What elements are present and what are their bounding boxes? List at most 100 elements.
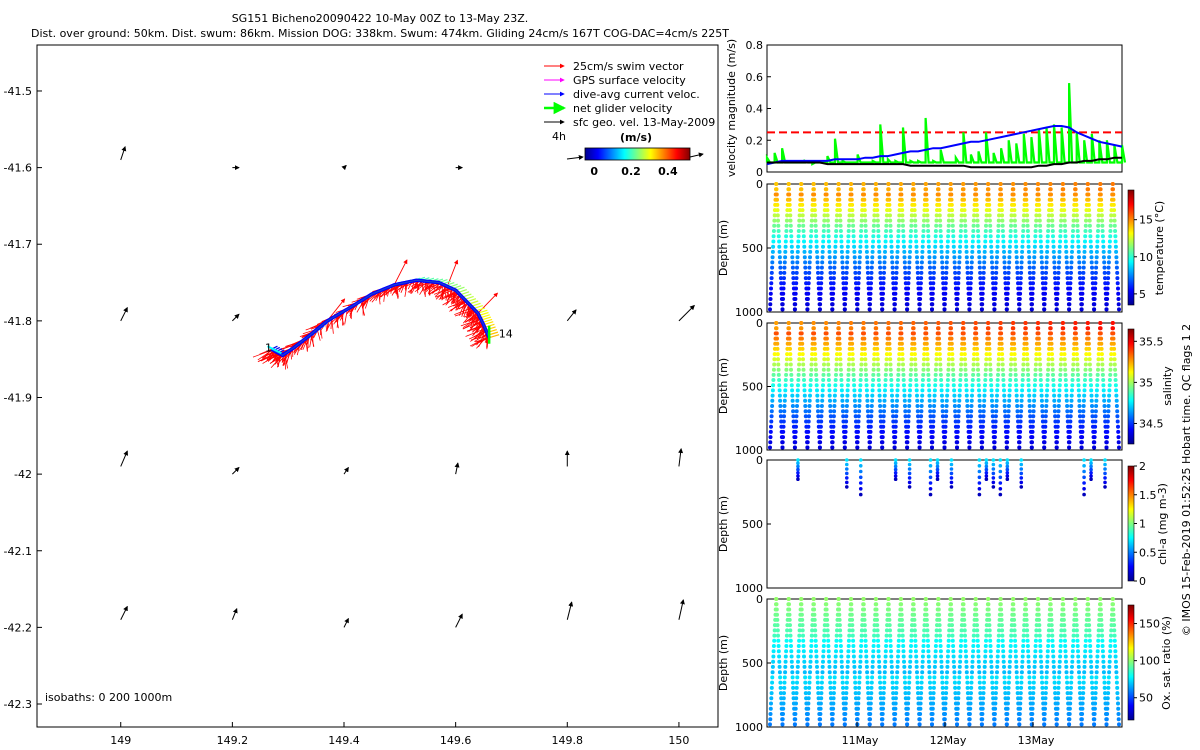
profile-point	[801, 357, 805, 362]
profile-point	[1089, 388, 1094, 393]
profile-point	[1011, 321, 1016, 325]
profile-point	[833, 244, 838, 249]
profile-point	[1060, 321, 1065, 325]
chl-point	[991, 476, 996, 480]
profile-point	[791, 414, 796, 419]
geo-vector	[343, 466, 349, 475]
profile-point	[907, 398, 912, 403]
profile-point	[940, 680, 945, 685]
profile-point	[983, 649, 988, 654]
profile-point	[908, 249, 912, 254]
profile-point	[840, 404, 845, 408]
profile-point	[986, 602, 991, 607]
profile-point	[1093, 685, 1098, 690]
profile-point	[892, 445, 897, 450]
profile-point	[958, 383, 963, 388]
profile-point	[1093, 409, 1098, 414]
profile-point	[1075, 218, 1080, 223]
profile-point	[1032, 249, 1037, 254]
chl-point	[935, 461, 940, 466]
profile-point	[884, 633, 889, 638]
profile-point	[824, 612, 829, 617]
profile-point	[793, 717, 798, 722]
profile-point	[886, 326, 891, 331]
profile-point	[819, 696, 824, 701]
profile-point	[994, 685, 999, 690]
profile-point	[1106, 409, 1111, 414]
cbar-tick-label: 100	[1139, 655, 1160, 668]
profile-point	[1059, 628, 1064, 633]
profile-point	[859, 223, 864, 228]
profile-point	[847, 213, 852, 218]
profile-point	[911, 602, 916, 607]
profile-point	[1064, 398, 1069, 403]
profile-point	[793, 435, 798, 440]
profile-point	[1018, 291, 1023, 296]
profile-point	[1088, 367, 1093, 372]
profile-point	[805, 440, 810, 445]
profile-point	[1007, 383, 1012, 388]
profile-point	[1094, 388, 1099, 393]
chl-point	[1089, 471, 1093, 475]
profile-point	[1082, 255, 1087, 260]
profile-point	[944, 398, 949, 403]
profile-point	[949, 602, 953, 607]
profile-point	[1089, 664, 1094, 669]
profile-point	[968, 281, 973, 286]
profile-point	[980, 701, 985, 706]
profile-point	[846, 229, 851, 233]
profile-point	[840, 265, 845, 270]
profile-point	[914, 244, 919, 249]
profile-point	[990, 680, 995, 685]
profile-point	[781, 291, 786, 296]
profile-point	[1002, 404, 1007, 408]
profile-point	[949, 336, 954, 341]
geo-vector	[566, 309, 577, 322]
chl-point	[998, 464, 1003, 468]
profile-point	[978, 409, 983, 414]
profile-point	[1065, 414, 1070, 419]
profile-point	[845, 383, 850, 388]
profile-point	[1075, 229, 1080, 233]
profile-point	[971, 234, 976, 239]
profile-point	[818, 424, 823, 429]
profile-point	[912, 213, 917, 218]
profile-point	[831, 429, 836, 434]
profile-point	[938, 638, 943, 643]
profile-point	[1020, 649, 1025, 654]
profile-point	[1008, 229, 1013, 233]
profile-point	[881, 701, 886, 706]
profile-point	[1026, 654, 1031, 659]
profile-point	[805, 717, 810, 722]
profile-point	[800, 213, 805, 218]
profile-point	[1036, 187, 1041, 192]
profile-point	[1036, 597, 1040, 601]
profile-point	[1074, 617, 1079, 622]
profile-point	[912, 346, 917, 351]
profile-point	[886, 602, 891, 607]
profile-point	[931, 286, 936, 291]
profile-point	[939, 654, 944, 659]
profile-point	[768, 722, 772, 727]
profile-point	[778, 691, 783, 696]
profile-point	[1061, 331, 1066, 336]
profile-point	[1089, 675, 1094, 680]
isobath-note: isobaths: 0 200 1000m	[45, 691, 172, 704]
profile-point	[1112, 223, 1117, 228]
profile-point	[964, 654, 969, 659]
chl-point	[1019, 458, 1024, 462]
profile-point	[993, 276, 998, 281]
profile-point	[961, 182, 966, 186]
profile-point	[1080, 706, 1085, 711]
profile-point	[857, 398, 862, 403]
profile-point	[1063, 234, 1068, 239]
profile-point	[846, 239, 851, 244]
profile-point	[986, 607, 991, 612]
profile-point	[770, 664, 775, 669]
chl-point	[1019, 480, 1024, 485]
profile-point	[938, 633, 943, 638]
profile-point	[1018, 414, 1023, 419]
profile-point	[1109, 633, 1113, 638]
profile-point	[794, 276, 799, 281]
profile-point	[919, 260, 924, 265]
